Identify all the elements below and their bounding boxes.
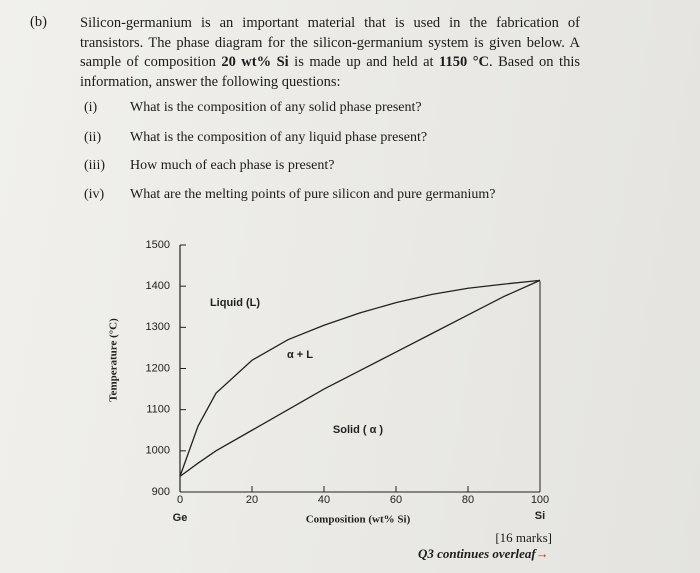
question-text: What are the melting points of pure sili… bbox=[130, 187, 496, 202]
x-tick-label: 80 bbox=[462, 494, 474, 506]
question-text: What is the composition of any solid pha… bbox=[130, 100, 422, 115]
bold-text: 1150 °C bbox=[439, 54, 490, 70]
y-tick-label: 1200 bbox=[146, 362, 170, 374]
x-tick-label: 40 bbox=[318, 494, 330, 506]
question-num: (i) bbox=[84, 100, 98, 115]
x-end-label: Ge bbox=[173, 512, 188, 524]
y-tick-label: 1400 bbox=[146, 280, 170, 292]
phase-boundary bbox=[179, 279, 541, 477]
question-num: (iv) bbox=[84, 187, 105, 202]
y-tick-label: 1000 bbox=[146, 445, 170, 457]
x-axis-title: Composition (wt% Si) bbox=[306, 514, 411, 526]
text: . Based on this information, answer the … bbox=[80, 54, 580, 90]
x-tick-label: 100 bbox=[531, 494, 549, 506]
x-tick-label: 20 bbox=[246, 494, 258, 506]
part-label: (b) bbox=[30, 14, 47, 30]
arrow: → bbox=[535, 546, 549, 561]
marks: [16 marks] bbox=[495, 530, 552, 545]
region-label: Solid ( α ) bbox=[333, 424, 383, 436]
phase-boundary bbox=[179, 279, 541, 477]
region-label: α + L bbox=[287, 349, 313, 361]
y-axis-title: Temperature (°C) bbox=[108, 318, 120, 402]
x-tick-label: 0 bbox=[177, 494, 183, 506]
text: is made up and held at bbox=[288, 54, 440, 70]
y-tick-label: 900 bbox=[152, 486, 170, 498]
question-text: What is the composition of any liquid ph… bbox=[130, 130, 428, 145]
region-label: Liquid (L) bbox=[210, 297, 260, 309]
question-num: (ii) bbox=[84, 130, 102, 145]
question-text: How much of each phase is present? bbox=[130, 158, 335, 173]
continues-text: Q3 continues overleaf bbox=[418, 546, 536, 561]
y-tick-label: 1300 bbox=[146, 321, 170, 333]
paragraph: Silicon-germanium is an important materi… bbox=[80, 14, 580, 92]
continues: Q3 continues overleaf→ bbox=[418, 546, 549, 562]
y-tick-label: 1500 bbox=[146, 239, 170, 251]
question-num: (iii) bbox=[84, 158, 105, 173]
text: Silicon-germanium is an important materi… bbox=[80, 15, 580, 70]
bold-text: 20 wt% Si bbox=[221, 54, 289, 70]
x-tick-label: 60 bbox=[390, 494, 402, 506]
x-end-label: Si bbox=[535, 510, 545, 522]
y-tick-label: 1100 bbox=[146, 404, 170, 416]
